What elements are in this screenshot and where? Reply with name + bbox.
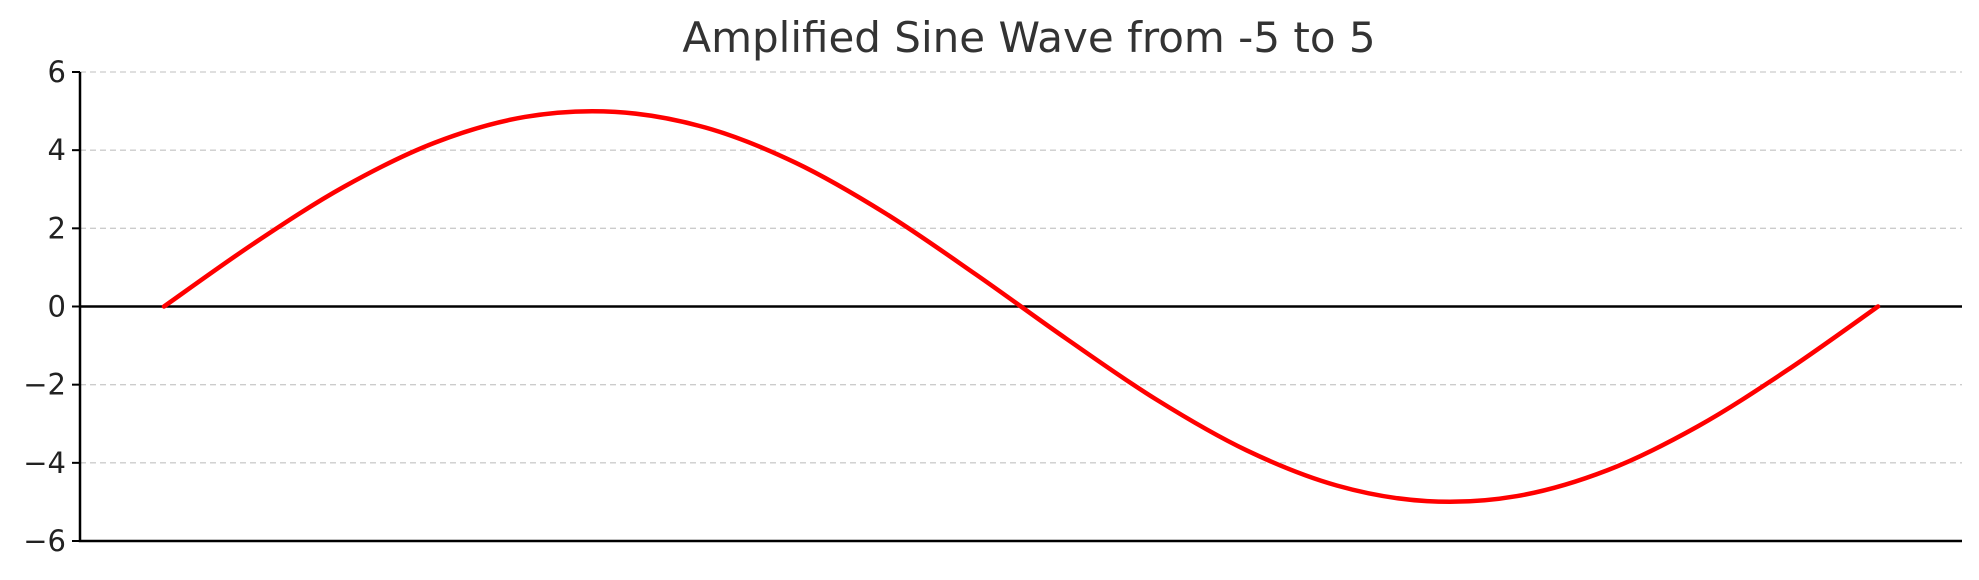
y-tick-label: 4: [48, 133, 66, 167]
y-tick-label: 0: [48, 290, 66, 324]
y-tick-label: −4: [23, 446, 66, 480]
y-tick-label: −6: [23, 524, 66, 558]
sine-series-line: [161, 108, 1881, 505]
chart-title: Amplified Sine Wave from -5 to 5: [682, 13, 1375, 62]
y-tick-label: −2: [23, 368, 66, 402]
y-tick-label: 2: [48, 211, 66, 245]
y-tick-label: 6: [48, 55, 66, 89]
y-axis-ticks: 6 4 2 0 −2 −4 −6: [23, 55, 80, 558]
series-layer: [161, 108, 1881, 505]
